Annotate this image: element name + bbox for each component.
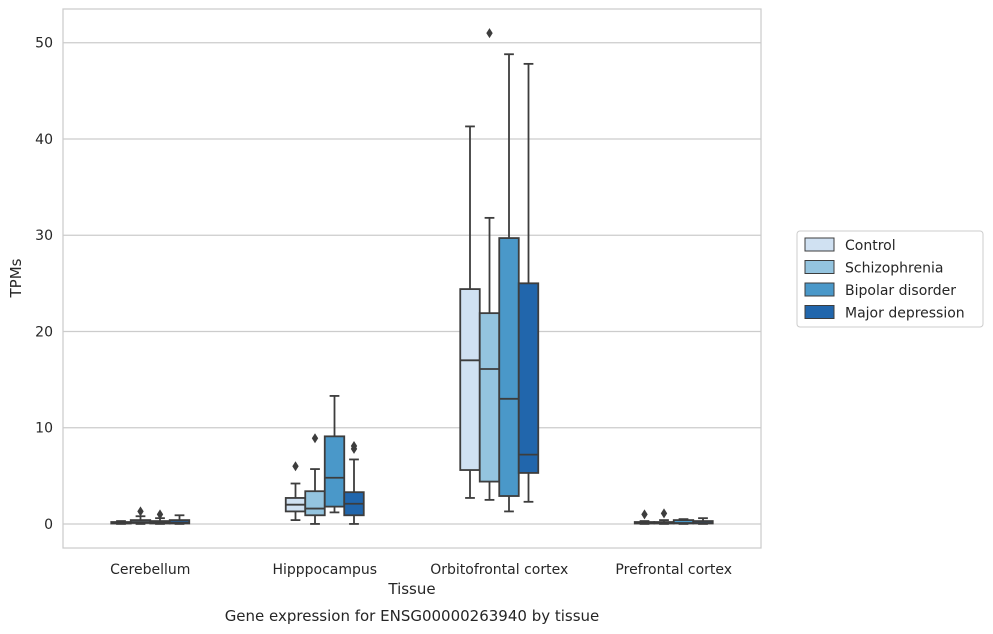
box-3-3 (498, 53, 520, 513)
legend: Control Schizophrenia Bipolar disorder Majo… (796, 230, 984, 328)
box-2-2 (304, 433, 326, 525)
y-tick-labels: 0 10 20 30 40 50 (35, 36, 53, 533)
y-tick-label-0: 0 (44, 517, 53, 533)
box-body (517, 282, 540, 474)
x-tick-label-4: Prefrontal cortex (615, 562, 732, 578)
box-2-3 (478, 28, 501, 501)
outlier-1 (156, 509, 164, 520)
box-body (459, 288, 481, 471)
x-tick-label-3: Orbitofrontal cortex (430, 562, 568, 578)
plot-frame (62, 8, 762, 549)
outlier-1 (137, 506, 144, 517)
y-tick-label-10: 10 (35, 421, 53, 437)
y-axis-label: TPMs (7, 258, 25, 298)
box-2-1 (129, 506, 152, 525)
outlier-1 (311, 433, 319, 444)
box-body (323, 435, 346, 508)
box-3-1 (149, 509, 171, 525)
box-plots (110, 28, 714, 525)
box-4-4 (692, 517, 714, 525)
box-1-3 (459, 125, 481, 499)
box-1-4 (633, 509, 656, 525)
y-tick-label-20: 20 (35, 324, 53, 340)
legend-swatch-2 (804, 260, 835, 274)
box-body (304, 490, 326, 517)
box-2-4 (653, 508, 675, 525)
box-3-2 (323, 395, 346, 514)
x-tick-label-2: Hipppocampus (272, 562, 377, 578)
y-tick-label-30: 30 (35, 228, 53, 244)
box-4-3 (517, 62, 540, 503)
legend-frame (796, 230, 984, 328)
box-4-1 (168, 514, 191, 525)
box-body (498, 237, 520, 497)
legend-label-2: Schizophrenia (845, 261, 943, 277)
outlier-1 (641, 509, 648, 520)
legend-swatch-4 (804, 305, 835, 319)
box-4-2 (343, 440, 365, 525)
outlier-1 (292, 461, 299, 472)
x-axis-label: Tissue (387, 580, 435, 598)
y-tick-label-40: 40 (35, 132, 53, 148)
legend-swatch-3 (804, 282, 835, 297)
legend-label-1: Control (845, 238, 896, 254)
box-3-4 (672, 518, 695, 525)
grid-lines (63, 42, 761, 525)
x-tick-label-1: Cerebellum (110, 562, 190, 578)
x-tick-labels: Cerebellum Hipppocampus Orbitofrontal cort… (110, 562, 732, 578)
legend-label-3: Bipolar disorder (845, 283, 956, 299)
legend-label-4: Major depression (845, 306, 965, 322)
box-1-1 (110, 520, 132, 525)
outlier-1 (660, 508, 668, 519)
outlier-1 (486, 28, 493, 39)
chart-caption: Gene expression for ENSG00000263940 by t… (225, 607, 600, 625)
legend-swatch-1 (804, 237, 835, 252)
outlier-2 (350, 440, 358, 451)
box-body (478, 312, 501, 483)
box-1-2 (284, 461, 307, 521)
y-tick-label-50: 50 (35, 36, 53, 52)
